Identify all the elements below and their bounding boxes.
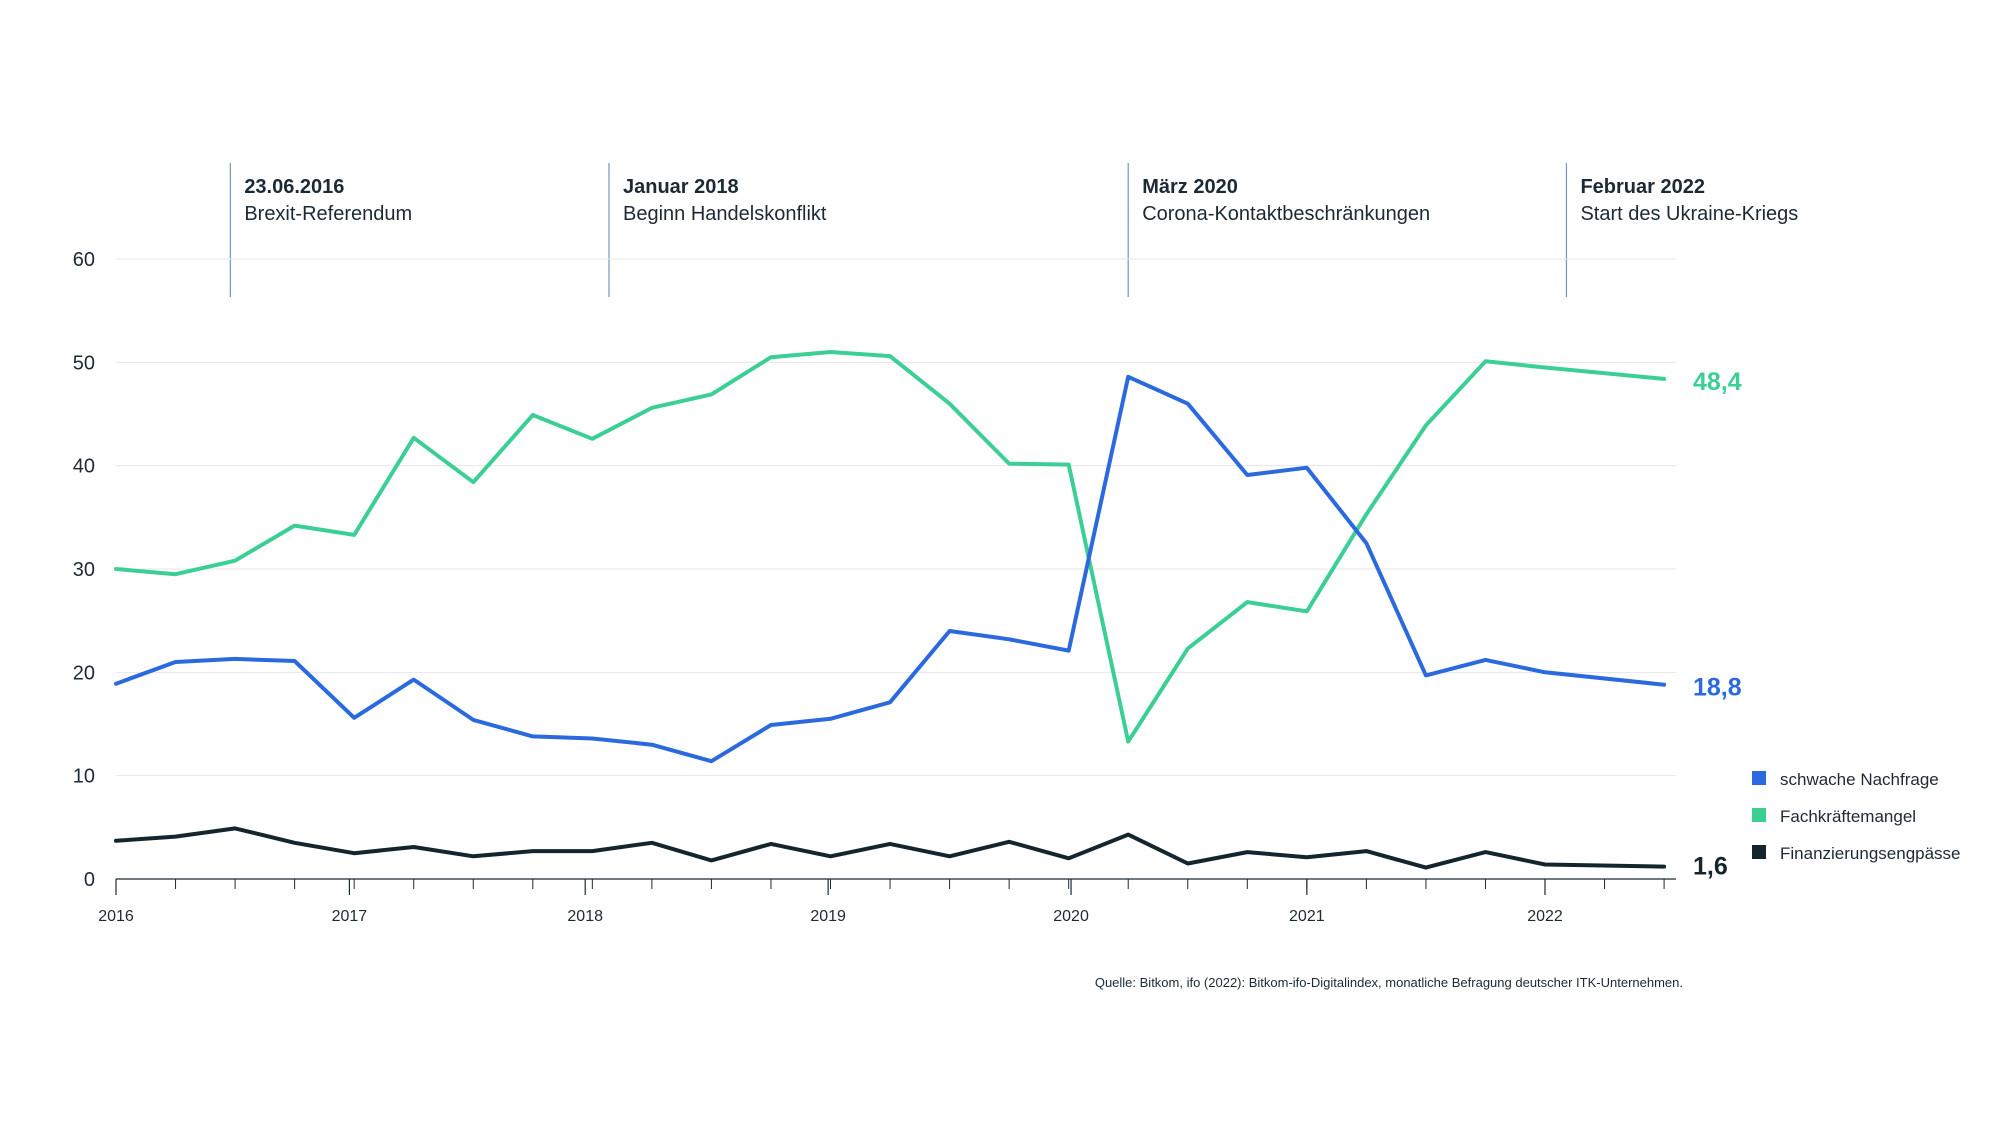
legend-swatch-fachkraeftemangel xyxy=(1752,808,1766,822)
end-label-schwache_nachfrage: 18,8 xyxy=(1693,674,1742,702)
event-date: 23.06.2016 xyxy=(244,176,344,198)
x-tick-label: 2018 xyxy=(567,908,603,925)
end-label-finanzierungsengpaesse: 1,6 xyxy=(1693,853,1728,881)
source-note: Quelle: Bitkom, ifo (2022): Bitkom-ifo-D… xyxy=(1095,975,1683,990)
x-tick-label: 2019 xyxy=(810,908,846,925)
y-tick-label: 50 xyxy=(73,352,95,374)
legend: schwache Nachfrage Fachkräftemangel Finanz… xyxy=(1752,770,1961,863)
event-description: Start des Ukraine-Kriegs xyxy=(1580,203,1798,225)
y-tick-label: 0 xyxy=(84,869,95,891)
legend-label-fachkraeftemangel: Fachkräftemangel xyxy=(1780,807,1916,826)
end-labels: 18,8 48,4 1,6 xyxy=(1693,368,1742,881)
x-tick-label: 2021 xyxy=(1289,908,1325,925)
event-date: März 2020 xyxy=(1142,176,1238,198)
event-description: Brexit-Referendum xyxy=(244,203,412,225)
x-axis: 2016 2017 2018 2019 2020 2021 2022 xyxy=(98,878,1676,925)
x-tick-label: 2016 xyxy=(98,908,134,925)
series-line-fachkraeftemangel xyxy=(114,350,1667,744)
x-tick-label: 2017 xyxy=(332,908,368,925)
y-tick-label: 10 xyxy=(73,766,95,788)
legend-swatch-schwache_nachfrage xyxy=(1752,771,1766,785)
event-description: Corona-Kontaktbeschränkungen xyxy=(1142,203,1430,225)
y-tick-label: 20 xyxy=(73,662,95,684)
series-lines xyxy=(114,350,1667,870)
x-tick-label: 2022 xyxy=(1527,908,1563,925)
y-tick-label: 40 xyxy=(73,456,95,478)
event-annotations: 23.06.2016 Brexit-Referendum Januar 2018 Be… xyxy=(229,163,1798,297)
y-tick-label: 60 xyxy=(73,249,95,271)
event-description: Beginn Handelskonflikt xyxy=(623,203,827,225)
end-label-fachkraeftemangel: 48,4 xyxy=(1693,368,1742,396)
series-line-schwache_nachfrage xyxy=(114,374,1667,764)
event-date: Januar 2018 xyxy=(623,176,739,198)
series-line-finanzierungsengpaesse xyxy=(114,826,1667,870)
y-tick-label: 30 xyxy=(73,559,95,581)
legend-label-schwache_nachfrage: schwache Nachfrage xyxy=(1780,770,1939,789)
y-axis-ticks: 0 10 20 30 40 50 60 xyxy=(73,249,95,891)
x-tick-label: 2020 xyxy=(1053,908,1089,925)
legend-swatch-finanzierungsengpaesse xyxy=(1752,845,1766,859)
legend-label-finanzierungsengpaesse: Finanzierungsengpässe xyxy=(1780,844,1961,863)
event-date: Februar 2022 xyxy=(1580,176,1705,198)
